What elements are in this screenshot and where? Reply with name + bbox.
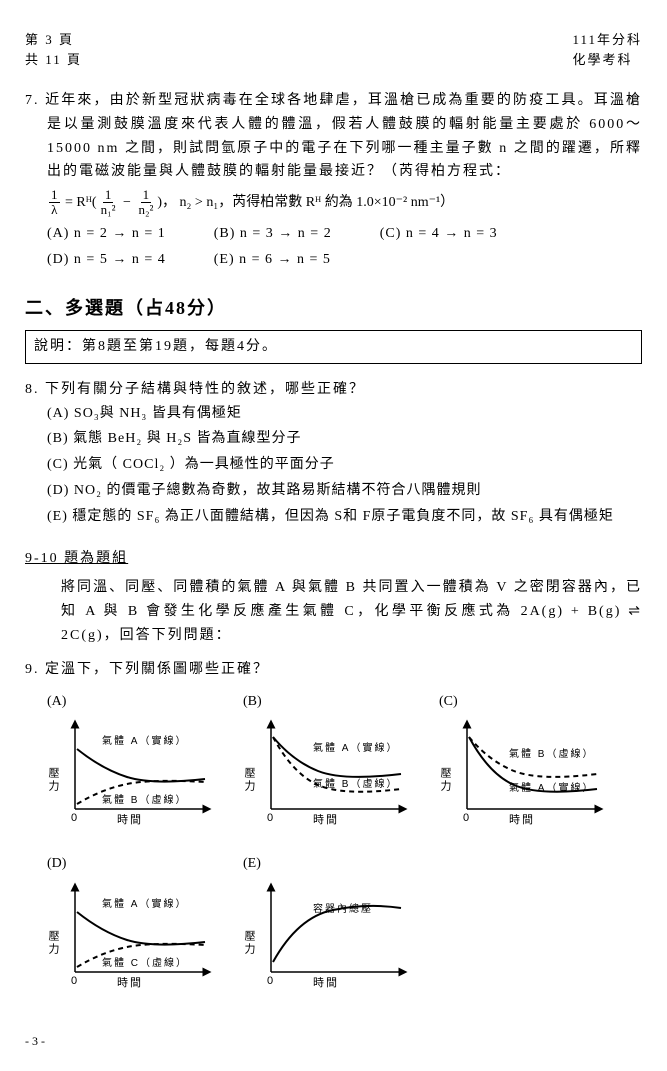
- chart-a-label: (A): [47, 690, 217, 714]
- svg-text:氣體 A（實線）: 氣體 A（實線）: [102, 897, 187, 910]
- page-footer: - 3 -: [25, 1031, 642, 1051]
- svg-text:時間: 時間: [313, 813, 339, 826]
- svg-text:時間: 時間: [509, 813, 535, 826]
- svg-text:氣體 A（實線）: 氣體 A（實線）: [313, 741, 398, 754]
- svg-text:容器內總壓: 容器內總壓: [313, 902, 373, 915]
- section-2-instruction: 說明：第8題至第19題，每題4分。: [25, 330, 642, 364]
- svg-text:0: 0: [71, 975, 79, 987]
- q7-formula: 1 λ = Rᴴ ( 1 n₁² − 1 n₂² ) ， n₂ > n₁，芮得柏…: [25, 188, 642, 218]
- q8-opt-e: (E) 穩定態的 SF₆ 為正八面體結構，但因為 S和 F原子電負度不同，故 S…: [47, 505, 642, 529]
- rydberg-symbol: Rᴴ: [76, 191, 92, 215]
- page-header-left: 第 3 頁 共 11 頁: [25, 30, 82, 69]
- q7-body: 近年來，由於新型冠狀病毒在全球各地肆虐，耳溫槍已成為重要的防疫工具。耳溫槍是以量…: [45, 93, 642, 179]
- q7-opt-b: (B) n = 3 → n = 2: [214, 222, 332, 246]
- chart-b-svg: 壓力 0 時間 氣體 A（實線） 氣體 B（虛線）: [243, 719, 413, 829]
- page-header-right: 111年分科 化學考科: [572, 30, 642, 69]
- q7-number: 7.: [25, 93, 40, 108]
- svg-text:壓力: 壓力: [243, 930, 256, 956]
- svg-text:0: 0: [267, 812, 275, 824]
- q8-opt-d: (D) NO₂ 的價電子總數為奇數，故其路易斯結構不符合八隅體規則: [47, 479, 642, 503]
- question-7-text: 7. 近年來，由於新型冠狀病毒在全球各地肆虐，耳溫槍已成為重要的防疫工具。耳溫槍…: [25, 89, 642, 184]
- q8-opt-b: (B) 氣態 BeH₂ 與 H₂S 皆為直線型分子: [47, 427, 642, 451]
- section-2-title: 二、多選題（占48分）: [25, 293, 642, 324]
- page-number: 第 3 頁: [25, 30, 82, 50]
- chart-b-label: (B): [243, 690, 413, 714]
- chart-c-label: (C): [439, 690, 609, 714]
- chart-a: (A) 壓力 0 時間 氣體 A（實線） 氣體 B（虛線）: [47, 690, 217, 839]
- svg-text:壓力: 壓力: [243, 767, 256, 793]
- svg-text:氣體 B（虛線）: 氣體 B（虛線）: [313, 777, 398, 790]
- chart-e: (E) 壓力 0 時間 容器內總壓: [243, 852, 413, 1001]
- svg-text:0: 0: [71, 812, 79, 824]
- group-9-10-body: 將同溫、同壓、同體積的氣體 A 與氣體 B 共同置入一體積為 V 之密閉容器內，…: [25, 576, 642, 647]
- question-8-stem: 8. 下列有關分子結構與特性的敘述，哪些正確？: [25, 378, 642, 402]
- group-9-10-head: 9-10 題為題組: [25, 547, 642, 571]
- svg-text:時間: 時間: [117, 976, 143, 989]
- svg-text:壓力: 壓力: [439, 767, 452, 793]
- q8-number: 8.: [25, 382, 40, 397]
- q9-charts-row1: (A) 壓力 0 時間 氣體 A（實線） 氣體 B（虛線） (B): [25, 690, 642, 839]
- svg-text:氣體 B（虛線）: 氣體 B（虛線）: [102, 793, 187, 806]
- question-7: 7. 近年來，由於新型冠狀病毒在全球各地肆虐，耳溫槍已成為重要的防疫工具。耳溫槍…: [25, 89, 642, 273]
- svg-text:時間: 時間: [313, 976, 339, 989]
- chart-c: (C) 壓力 0 時間 氣體 B（虛線） 氣體 A（實線）: [439, 690, 609, 839]
- chart-b: (B) 壓力 0 時間 氣體 A（實線） 氣體 B（虛線）: [243, 690, 413, 839]
- exam-year: 111年分科: [572, 30, 642, 50]
- svg-text:氣體 A（實線）: 氣體 A（實線）: [509, 781, 594, 794]
- q8-opt-a: (A) SO₃與 NH₃ 皆具有偶極矩: [47, 402, 642, 426]
- q8-opt-c: (C) 光氣（ COCl₂ ）為一具極性的平面分子: [47, 453, 642, 477]
- q8-text: 下列有關分子結構與特性的敘述，哪些正確？: [45, 382, 365, 397]
- chart-c-svg: 壓力 0 時間 氣體 B（虛線） 氣體 A（實線）: [439, 719, 609, 829]
- svg-text:氣體 C（虛線）: 氣體 C（虛線）: [102, 956, 188, 969]
- svg-text:氣體 B（虛線）: 氣體 B（虛線）: [509, 747, 594, 760]
- chart-e-svg: 壓力 0 時間 容器內總壓: [243, 882, 413, 992]
- chart-d-svg: 壓力 0 時間 氣體 A（實線） 氣體 C（虛線）: [47, 882, 217, 992]
- q7-opt-c: (C) n = 4 → n = 3: [380, 222, 498, 246]
- q9-number: 9.: [25, 662, 40, 677]
- q8-options: (A) SO₃與 NH₃ 皆具有偶極矩 (B) 氣態 BeH₂ 與 H₂S 皆為…: [25, 402, 642, 529]
- svg-text:0: 0: [463, 812, 471, 824]
- question-9: 9. 定溫下，下列關係圖哪些正確？ (A) 壓力 0 時間 氣體 A（實線） 氣…: [25, 658, 642, 1001]
- svg-text:壓力: 壓力: [47, 767, 60, 793]
- page-header: 第 3 頁 共 11 頁 111年分科 化學考科: [25, 30, 642, 69]
- chart-d-label: (D): [47, 852, 217, 876]
- svg-text:0: 0: [267, 975, 275, 987]
- question-8: 8. 下列有關分子結構與特性的敘述，哪些正確？ (A) SO₃與 NH₃ 皆具有…: [25, 378, 642, 529]
- chart-d: (D) 壓力 0 時間 氣體 A（實線） 氣體 C（虛線）: [47, 852, 217, 1001]
- question-9-stem: 9. 定溫下，下列關係圖哪些正確？: [25, 658, 642, 682]
- exam-subject: 化學考科: [572, 50, 642, 70]
- q7-opt-e: (E) n = 6 → n = 5: [214, 248, 331, 272]
- svg-text:氣體 A（實線）: 氣體 A（實線）: [102, 734, 187, 747]
- q7-formula-tail: ， n₂ > n₁，芮得柏常數 Rᴴ 約為 1.0×10⁻² nm⁻¹）: [162, 191, 454, 215]
- svg-text:時間: 時間: [117, 813, 143, 826]
- frac-1-lambda: 1 λ: [49, 188, 60, 218]
- chart-e-label: (E): [243, 852, 413, 876]
- chart-a-svg: 壓力 0 時間 氣體 A（實線） 氣體 B（虛線）: [47, 719, 217, 829]
- page-total: 共 11 頁: [25, 50, 82, 70]
- q9-charts-row2: (D) 壓力 0 時間 氣體 A（實線） 氣體 C（虛線） (E) 壓力 0: [25, 852, 642, 1001]
- q9-text: 定溫下，下列關係圖哪些正確？: [45, 662, 269, 677]
- q7-options: (A) n = 2 → n = 1 (B) n = 3 → n = 2 (C) …: [25, 222, 642, 274]
- frac-1-n2: 1 n₂²: [136, 188, 155, 218]
- q7-opt-d: (D) n = 5 → n = 4: [47, 248, 166, 272]
- q7-opt-a: (A) n = 2 → n = 1: [47, 222, 166, 246]
- svg-text:壓力: 壓力: [47, 930, 60, 956]
- frac-1-n1: 1 n₁²: [99, 188, 118, 218]
